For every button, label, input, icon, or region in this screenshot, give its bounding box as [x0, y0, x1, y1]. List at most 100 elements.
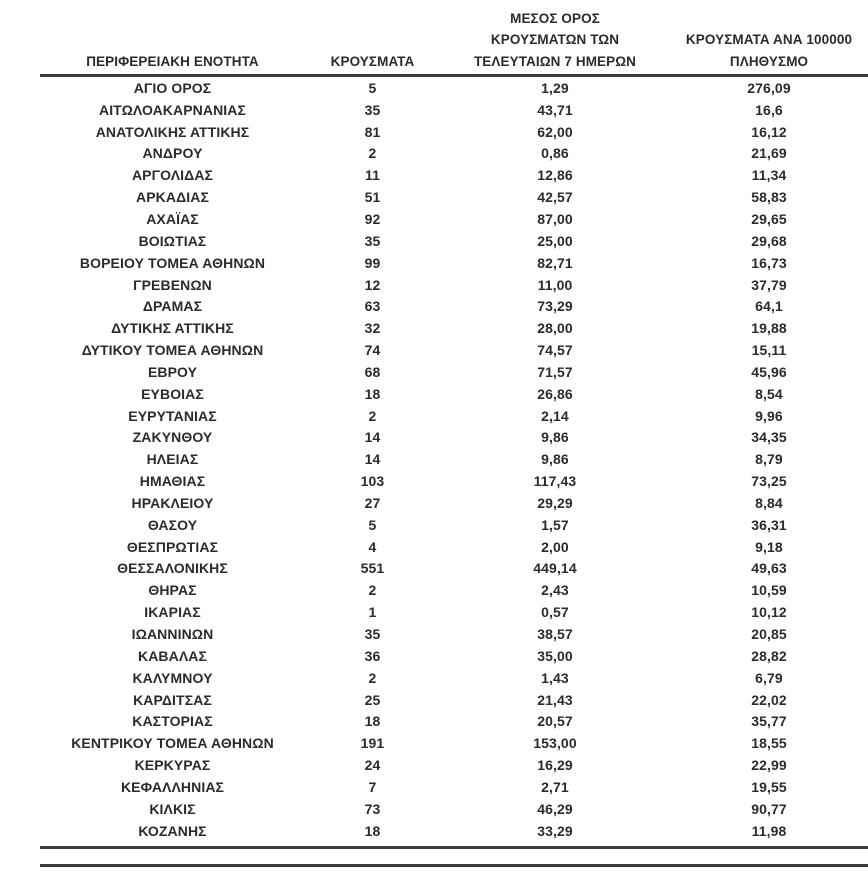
cell-region: ΚΑΒΑΛΑΣ — [138, 647, 207, 664]
cell-cases: 81 — [364, 123, 381, 140]
cell-avg-7day: 46,29 — [537, 800, 573, 817]
cell-per-100k: 15,11 — [751, 342, 787, 359]
cell-per-100k: 10,12 — [751, 604, 787, 621]
header-divider — [40, 74, 868, 77]
cell-cases: 24 — [364, 757, 381, 774]
cell-region: ΗΡΑΚΛΕΙΟΥ — [131, 494, 214, 511]
cell-region: ΑΝΔΡΟΥ — [142, 145, 203, 162]
cell-per-100k: 34,35 — [751, 429, 787, 446]
cell-avg-7day: 0,57 — [541, 604, 569, 621]
cell-cases: 191 — [360, 735, 385, 752]
cell-per-100k: 21,69 — [751, 145, 787, 162]
cell-per-100k: 29,65 — [751, 210, 787, 227]
cell-cases: 5 — [368, 79, 377, 96]
cell-per-100k: 37,79 — [751, 276, 787, 293]
table-row: ΚΙΛΚΙΣ 73 46,29 90,77 — [40, 798, 868, 820]
cell-cases: 18 — [364, 385, 381, 402]
cell-per-100k: 49,63 — [751, 560, 787, 577]
regional-cases-table: ΠΕΡΙΦΕΡΕΙΑΚΗ ΕΝΟΤΗΤΑ ΚΡΟΥΣΜΑΤΑ ΜΕΣΟΣ ΟΡΟ… — [40, 6, 868, 867]
cell-avg-7day: 74,57 — [537, 342, 573, 359]
table-row: ΚΑΒΑΛΑΣ 36 35,00 28,82 — [40, 645, 868, 667]
cell-avg-7day: 21,43 — [537, 691, 573, 708]
cell-cases: 27 — [364, 494, 381, 511]
cell-avg-7day: 0,86 — [541, 145, 569, 162]
cell-region: ΚΕΦΑΛΛΗΝΙΑΣ — [120, 778, 225, 795]
cell-region: ΖΑΚΥΝΘΟΥ — [132, 429, 213, 446]
cell-region: ΘΕΣΣΑΛΟΝΙΚΗΣ — [117, 560, 228, 577]
cell-region: ΘΕΣΠΡΩΤΙΑΣ — [126, 538, 219, 555]
cell-avg-7day: 73,29 — [537, 298, 573, 315]
table-row: ΑΧΑΪΑΣ 92 87,00 29,65 — [40, 208, 868, 230]
cell-region: ΕΥΡΥΤΑΝΙΑΣ — [128, 407, 217, 424]
cell-per-100k: 6,79 — [755, 669, 783, 686]
cell-avg-7day: 33,29 — [537, 822, 573, 839]
page-bottom-divider — [40, 863, 868, 867]
cell-cases: 103 — [360, 473, 385, 490]
cell-per-100k: 16,6 — [755, 101, 783, 118]
cell-cases: 2 — [368, 669, 377, 686]
table-row: ΑΡΚΑΔΙΑΣ 51 42,57 58,83 — [40, 186, 868, 208]
cell-avg-7day: 2,43 — [541, 582, 569, 599]
cell-region: ΚΙΛΚΙΣ — [149, 800, 196, 817]
table-row: ΔΡΑΜΑΣ 63 73,29 64,1 — [40, 295, 868, 317]
cell-cases: 99 — [364, 254, 381, 271]
cell-avg-7day: 449,14 — [533, 560, 577, 577]
cell-cases: 18 — [364, 822, 381, 839]
cell-per-100k: 73,25 — [751, 473, 787, 490]
cell-cases: 1 — [368, 604, 377, 621]
cell-region: ΑΝΑΤΟΛΙΚΗΣ ΑΤΤΙΚΗΣ — [95, 123, 250, 140]
table-row: ΚΕΝΤΡΙΚΟΥ ΤΟΜΕΑ ΑΘΗΝΩΝ 191 153,00 18,55 — [40, 732, 868, 754]
cell-region: ΑΡΚΑΔΙΑΣ — [136, 189, 209, 206]
cell-per-100k: 16,73 — [751, 254, 787, 271]
cell-avg-7day: 9,86 — [541, 451, 569, 468]
cell-cases: 73 — [364, 800, 381, 817]
table-row: ΚΑΛΥΜΝΟΥ 2 1,43 6,79 — [40, 667, 868, 689]
cell-per-100k: 16,12 — [751, 123, 787, 140]
cell-region: ΚΑΣΤΟΡΙΑΣ — [132, 713, 213, 730]
cell-region: ΑΧΑΪΑΣ — [146, 210, 199, 227]
cell-per-100k: 8,79 — [755, 451, 783, 468]
cell-cases: 4 — [368, 538, 377, 555]
cell-avg-7day: 2,00 — [541, 538, 569, 555]
table-row: ΔΥΤΙΚΗΣ ΑΤΤΙΚΗΣ 32 28,00 19,88 — [40, 317, 868, 339]
table-row: ΗΛΕΙΑΣ 14 9,86 8,79 — [40, 448, 868, 470]
table-row: ΑΡΓΟΛΙΔΑΣ 11 12,86 11,34 — [40, 164, 868, 186]
cell-cases: 5 — [368, 516, 377, 533]
cell-region: ΘΑΣΟΥ — [147, 516, 198, 533]
cell-avg-7day: 62,00 — [537, 123, 573, 140]
cell-per-100k: 35,77 — [751, 713, 787, 730]
cell-per-100k: 45,96 — [751, 363, 787, 380]
cell-region: ΑΙΤΩΛΟΑΚΑΡΝΑΝΙΑΣ — [98, 101, 246, 118]
cell-region: ΙΚΑΡΙΑΣ — [144, 604, 201, 621]
col-header-avg-7day: ΜΕΣΟΣ ΟΡΟΣ ΚΡΟΥΣΜΑΤΩΝ ΤΩΝ ΤΕΛΕΥΤΑΙΩΝ 7 Η… — [473, 10, 637, 69]
cell-region: ΕΥΒΟΙΑΣ — [141, 385, 204, 402]
table-row: ΒΟΡΕΙΟΥ ΤΟΜΕΑ ΑΘΗΝΩΝ 99 82,71 16,73 — [40, 252, 868, 274]
table-row: ΕΒΡΟΥ 68 71,57 45,96 — [40, 361, 868, 383]
table-header: ΠΕΡΙΦΕΡΕΙΑΚΗ ΕΝΟΤΗΤΑ ΚΡΟΥΣΜΑΤΑ ΜΕΣΟΣ ΟΡΟ… — [40, 6, 868, 72]
cell-cases: 14 — [364, 429, 381, 446]
cell-region: ΔΡΑΜΑΣ — [142, 298, 203, 315]
cell-avg-7day: 117,43 — [533, 473, 577, 490]
table-row: ΚΕΦΑΛΛΗΝΙΑΣ 7 2,71 19,55 — [40, 776, 868, 798]
cell-region: ΔΥΤΙΚΗΣ ΑΤΤΙΚΗΣ — [111, 320, 234, 337]
cell-cases: 63 — [364, 298, 381, 315]
cell-region: ΙΩΑΝΝΙΝΩΝ — [131, 626, 214, 643]
cell-region: ΚΕΝΤΡΙΚΟΥ ΤΟΜΕΑ ΑΘΗΝΩΝ — [71, 735, 274, 752]
cell-avg-7day: 12,86 — [537, 167, 573, 184]
cell-per-100k: 8,54 — [755, 385, 783, 402]
table-row: ΚΑΡΔΙΤΣΑΣ 25 21,43 22,02 — [40, 689, 868, 711]
table-row: ΕΥΡΥΤΑΝΙΑΣ 2 2,14 9,96 — [40, 405, 868, 427]
cell-per-100k: 22,99 — [751, 757, 787, 774]
cell-region: ΚΑΛΥΜΝΟΥ — [132, 669, 213, 686]
table-row: ΘΕΣΣΑΛΟΝΙΚΗΣ 551 449,14 49,63 — [40, 558, 868, 580]
col-header-per-100k: ΚΡΟΥΣΜΑΤΑ ΑΝΑ 100000 ΠΛΗΘΥΣΜΟ — [685, 32, 853, 69]
table-row: ΚΕΡΚΥΡΑΣ 24 16,29 22,99 — [40, 754, 868, 776]
cell-region: ΚΟΖΑΝΗΣ — [138, 822, 207, 839]
table-row: ΑΝΑΤΟΛΙΚΗΣ ΑΤΤΙΚΗΣ 81 62,00 16,12 — [40, 121, 868, 143]
cell-cases: 25 — [364, 691, 381, 708]
cell-avg-7day: 2,14 — [541, 407, 569, 424]
cell-avg-7day: 26,86 — [537, 385, 573, 402]
cell-avg-7day: 1,57 — [541, 516, 569, 533]
cell-per-100k: 8,84 — [755, 494, 783, 511]
